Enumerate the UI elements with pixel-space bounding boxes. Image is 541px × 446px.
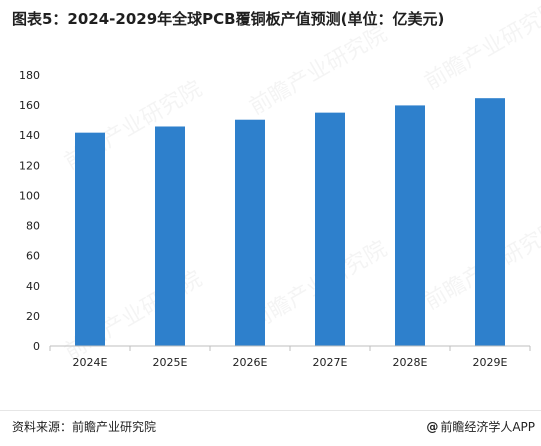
x-tick-label: 2025E — [153, 356, 188, 369]
bar-2027E — [315, 112, 345, 346]
y-axis: 0 20 40 60 80 100 120 140 160 180 — [19, 69, 40, 353]
credit-text: 前瞻经济学人APP — [440, 420, 535, 434]
source-note: 资料来源：前瞻产业研究院 — [12, 420, 157, 434]
y-tick-label: 0 — [33, 340, 40, 353]
credit-note: @ 前瞻经济学人APP — [426, 418, 535, 435]
bar-2026E — [235, 119, 265, 346]
x-tick-label: 2027E — [313, 356, 348, 369]
bar-2025E — [155, 126, 185, 347]
bar-2024E — [75, 132, 105, 346]
chart-title: 图表5：2024-2029年全球PCB覆铜板产值预测(单位：亿美元) — [12, 10, 445, 28]
y-tick-label: 40 — [26, 280, 40, 293]
y-tick-label: 80 — [26, 220, 40, 233]
watermark-text: 前瞻产业研究院 — [246, 22, 392, 121]
x-tick-label: 2029E — [473, 356, 508, 369]
bar-2028E — [395, 105, 425, 346]
watermark-text: 前瞻产业研究院 — [421, 0, 541, 95]
x-axis: 2024E 2025E 2026E 2027E 2028E 2029E — [49, 346, 531, 369]
y-tick-label: 140 — [19, 129, 40, 142]
y-tick-label: 120 — [19, 159, 40, 172]
x-tick-label: 2026E — [233, 356, 268, 369]
y-tick-label: 20 — [26, 310, 40, 323]
x-tick-label: 2024E — [73, 356, 108, 369]
x-tick-label: 2028E — [393, 356, 428, 369]
y-tick-label: 100 — [19, 189, 40, 202]
watermarks: 前瞻产业研究院前瞻产业研究院前瞻产业研究院前瞻产业研究院前瞻产业研究院前瞻产业研… — [61, 0, 541, 365]
credit-symbol: @ — [426, 420, 439, 434]
footer-divider — [0, 410, 541, 411]
bars — [75, 98, 505, 347]
bar-2029E — [475, 98, 505, 347]
y-tick-label: 180 — [19, 69, 40, 82]
y-tick-label: 160 — [19, 99, 40, 112]
y-tick-label: 60 — [26, 250, 40, 263]
